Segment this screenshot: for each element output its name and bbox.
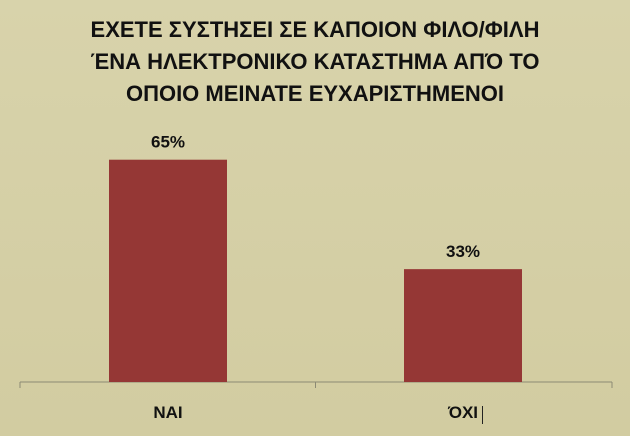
chart-title-line-3: ΟΠΟΙΟ ΜΕΙΝΑΤΕ ΕΥΧΑΡΙΣΤΗΜΕΝΟΙ [125,81,505,106]
data-label-2: 33% [446,242,480,261]
chart-title-line-1: ΕΧΕΤΕ ΣΥΣΤΗΣΕΙ ΣΕ ΚΑΠΟΙΟΝ ΦΙΛΟ/ΦΙΛΗ [90,17,540,42]
category-label-2: ΌΧΙ [447,403,478,422]
bar-2 [404,269,522,382]
chart-title: ΕΧΕΤΕ ΣΥΣΤΗΣΕΙ ΣΕ ΚΑΠΟΙΟΝ ΦΙΛΟ/ΦΙΛΗ ΈΝΑ … [0,14,630,110]
text-cursor [482,406,483,424]
bar-1 [109,159,227,382]
data-label-1: 65% [151,133,185,152]
category-label-1: ΝΑΙ [153,403,182,422]
chart-title-line-2: ΈΝΑ ΗΛΕΚΤΡΟΝΙΚΟ ΚΑΤΑΣΤΗΜΑ ΑΠΌ ΤΟ [90,49,540,74]
